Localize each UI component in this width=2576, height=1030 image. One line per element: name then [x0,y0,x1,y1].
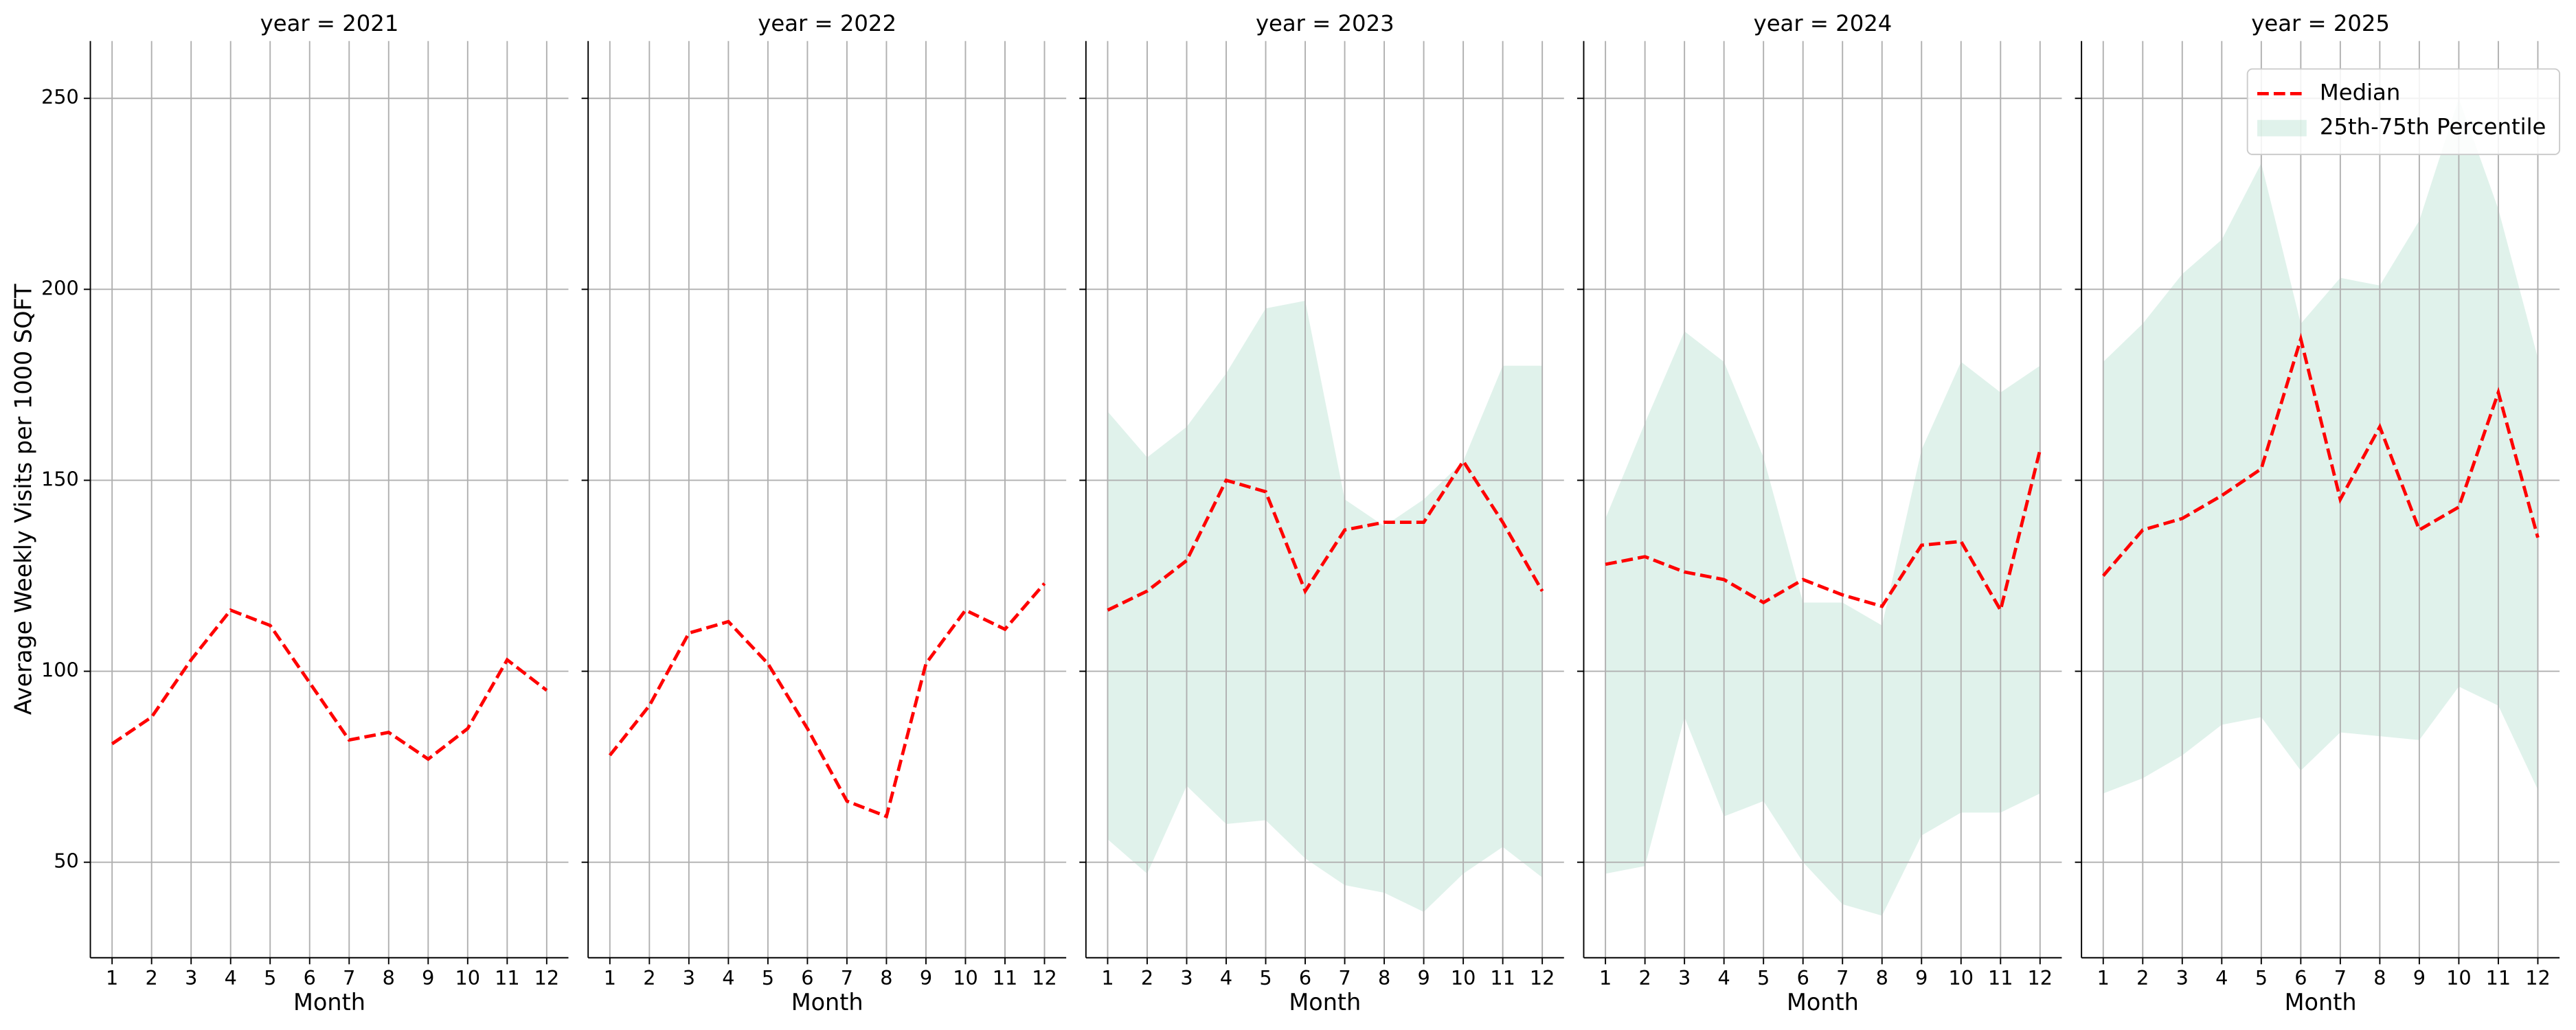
x-tick-label: 4 [722,966,734,989]
x-tick-label: 5 [762,966,774,989]
x-axis-label: Month [791,989,863,1016]
x-tick-label: 1 [2097,966,2110,989]
x-tick-label: 10 [953,966,978,989]
x-tick-label: 7 [841,966,853,989]
subplot-title: year = 2023 [1256,10,1394,36]
x-axis-label: Month [293,989,365,1016]
x-tick-label: 6 [1299,966,1311,989]
subplot-title: year = 2024 [1754,10,1893,36]
x-tick-label: 3 [683,966,695,989]
y-axis-label: Average Weekly Visits per 1000 SQFT [10,284,36,715]
x-tick-label: 3 [1180,966,1193,989]
x-tick-label: 2 [643,966,655,989]
x-tick-label: 7 [343,966,355,989]
median-line [1107,458,1544,612]
x-tick-label: 12 [534,966,560,989]
x-tick-label: 10 [2446,966,2472,989]
x-tick-label: 9 [2413,966,2426,989]
x-tick-label: 9 [1417,966,1430,989]
x-tick-label: 1 [1101,966,1114,989]
x-tick-label: 1 [1599,966,1612,989]
x-tick-label: 9 [920,966,932,989]
subplot-title: year = 2021 [260,10,399,36]
legend-label: Median [2320,79,2400,105]
x-tick-label: 4 [225,966,237,989]
x-tick-label: 6 [2294,966,2307,989]
x-tick-label: 5 [1259,966,1272,989]
x-tick-label: 8 [383,966,395,989]
x-tick-label: 4 [1718,966,1730,989]
x-tick-label: 1 [604,966,616,989]
subplot-title: year = 2025 [2251,10,2390,36]
x-tick-label: 5 [264,966,276,989]
median-line [2101,332,2540,577]
x-tick-label: 9 [422,966,434,989]
x-tick-label: 2 [2136,966,2149,989]
x-tick-label: 2 [1141,966,1153,989]
x-tick-label: 6 [1797,966,1809,989]
legend-label: 25th-75th Percentile [2320,114,2546,140]
x-tick-label: 2 [1639,966,1651,989]
x-tick-label: 8 [1378,966,1390,989]
x-tick-label: 5 [2255,966,2268,989]
x-tick-label: 11 [2486,966,2511,989]
median-line [608,582,1046,819]
percentile-band [1605,331,2040,916]
percentile-band [1107,301,1543,912]
y-tick-label: 250 [41,85,79,108]
x-tick-label: 4 [1220,966,1232,989]
legend-box [2246,68,2561,155]
x-tick-label: 12 [2525,966,2551,989]
x-axis-label: Month [1787,989,1859,1016]
x-tick-label: 12 [1530,966,1555,989]
x-tick-label: 10 [455,966,481,989]
x-tick-label: 7 [1338,966,1351,989]
x-tick-label: 11 [1490,966,1515,989]
percentile-band [2103,98,2538,794]
x-tick-label: 10 [1451,966,1476,989]
x-tick-label: 12 [1032,966,1057,989]
y-tick-label: 100 [41,659,79,682]
x-tick-label: 4 [2215,966,2228,989]
x-tick-label: 2 [146,966,158,989]
x-tick-label: 3 [2176,966,2189,989]
x-tick-label: 7 [2334,966,2347,989]
x-tick-label: 10 [1949,966,1974,989]
x-tick-label: 8 [880,966,892,989]
x-axis-label: Month [2285,989,2357,1016]
legend-patch [2257,119,2307,137]
x-tick-label: 3 [1678,966,1691,989]
y-tick-label: 150 [41,467,79,490]
x-tick-label: 7 [1836,966,1849,989]
x-tick-label: 9 [1915,966,1928,989]
x-tick-label: 1 [106,966,118,989]
median-line [111,608,548,762]
legend: Median 25th-75th Percentile [2246,68,2561,155]
subplot-title: year = 2022 [758,10,896,36]
median-line [1605,449,2042,615]
x-axis-label: Month [1289,989,1361,1016]
y-tick-label: 200 [41,276,79,299]
x-tick-label: 6 [801,966,813,989]
x-tick-label: 3 [185,966,197,989]
x-tick-label: 12 [2028,966,2053,989]
x-tick-label: 11 [1988,966,2013,989]
x-tick-label: 11 [495,966,520,989]
x-tick-label: 8 [1876,966,1888,989]
x-tick-label: 8 [2373,966,2386,989]
x-tick-label: 6 [304,966,316,989]
x-tick-label: 5 [1757,966,1770,989]
x-tick-label: 11 [993,966,1018,989]
y-tick-label: 50 [54,849,79,873]
